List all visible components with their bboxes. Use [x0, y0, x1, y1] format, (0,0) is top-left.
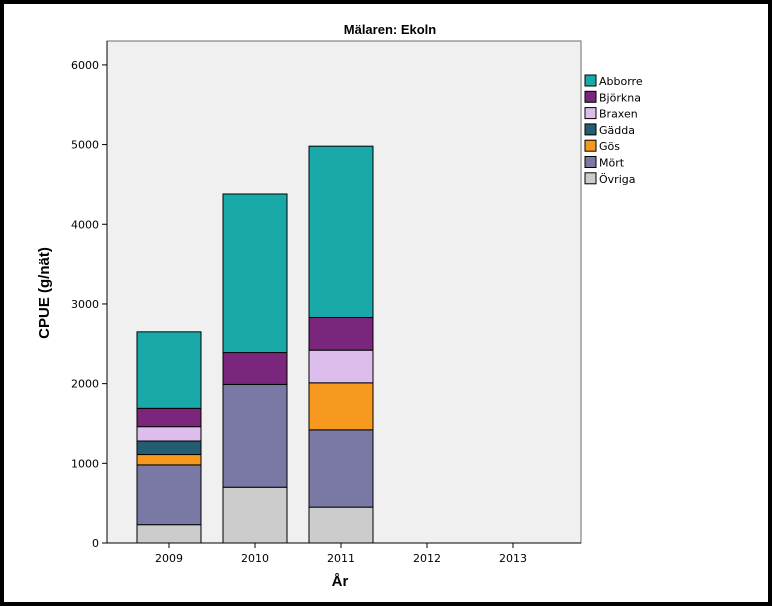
bar-segment-braxen-2011: [308, 349, 374, 384]
bar-segment-mört-2009: [136, 464, 202, 526]
x-tick-label: 2010: [241, 552, 269, 565]
bar-segment-gös-2009: [136, 454, 202, 466]
legend-swatch-övriga: [584, 172, 597, 185]
y-tick-label: 3000: [71, 298, 99, 311]
y-tick-label: 5000: [71, 139, 99, 152]
legend-label-gös: Gös: [599, 140, 620, 153]
legend-label-björkna: Björkna: [599, 91, 641, 104]
stacked-bar-chart: Mälaren: Ekoln 0 1000 2000 3000 4000 5000 6000…: [36, 22, 643, 590]
legend: Abborre Björkna Braxen Gädda Gös Mört Övriga: [584, 74, 643, 186]
bar-segment-övriga-2011: [308, 506, 374, 544]
y-tick-label: 1000: [71, 457, 99, 470]
bar-segment-mört-2011: [308, 429, 374, 508]
x-tick-label: 2009: [155, 552, 183, 565]
x-tick-label: 2013: [499, 552, 527, 565]
bars-layer: [136, 145, 374, 544]
legend-swatch-gös: [584, 139, 597, 152]
bar-segment-björkna-2010: [222, 352, 288, 385]
bar-segment-braxen-2009: [136, 426, 202, 442]
chart-title: Mälaren: Ekoln: [344, 22, 437, 37]
x-axis-title: År: [332, 573, 349, 590]
bar-segment-mört-2010: [222, 383, 288, 488]
bar-segment-björkna-2011: [308, 316, 374, 351]
legend-swatch-abborre: [584, 74, 597, 87]
bar-segment-abborre-2011: [308, 145, 374, 318]
chart-frame: Mälaren: Ekoln 0 1000 2000 3000 4000 5000 6000…: [4, 4, 768, 602]
x-tick-label: 2011: [327, 552, 355, 565]
axis-layer: 0 1000 2000 3000 4000 5000 6000 2009 2010 2011 201…: [71, 41, 581, 565]
legend-label-abborre: Abborre: [599, 75, 643, 88]
legend-swatch-björkna: [584, 90, 597, 103]
legend-swatch-mört: [584, 156, 597, 168]
bar-segment-abborre-2010: [222, 193, 288, 354]
y-tick-label: 4000: [71, 218, 99, 231]
legend-swatch-gädda: [584, 123, 597, 136]
y-tick-label: 2000: [71, 378, 99, 391]
bar-segment-björkna-2009: [136, 407, 202, 428]
y-tick-label: 0: [92, 537, 99, 550]
bar-segment-abborre-2009: [136, 331, 202, 409]
x-tick-label: 2012: [413, 552, 441, 565]
legend-swatch-braxen: [584, 107, 597, 120]
legend-label-mört: Mört: [599, 157, 625, 170]
legend-label-övriga: Övriga: [599, 173, 635, 186]
legend-label-gädda: Gädda: [599, 124, 635, 137]
bar-segment-övriga-2010: [222, 486, 288, 544]
y-tick-label: 6000: [71, 59, 99, 72]
bar-segment-gös-2011: [308, 382, 374, 431]
legend-label-braxen: Braxen: [599, 108, 638, 121]
bar-segment-gädda-2009: [136, 440, 202, 456]
bar-segment-övriga-2009: [136, 524, 202, 544]
y-axis-title: CPUE (g/nät): [36, 247, 53, 339]
